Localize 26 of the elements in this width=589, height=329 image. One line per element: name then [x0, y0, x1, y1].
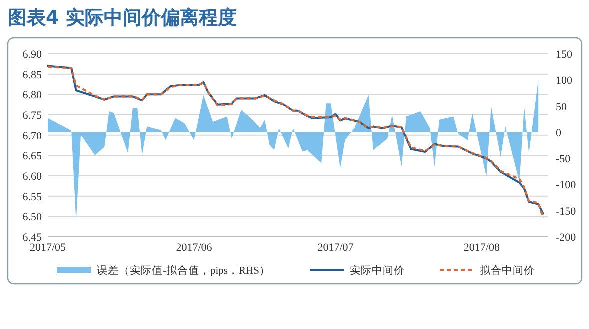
y-tick-label: 6.55	[22, 191, 42, 204]
y2-tick-label: 0	[556, 127, 562, 140]
y2-tick-label: 50	[556, 101, 568, 114]
y-tick-label: 6.65	[22, 150, 42, 163]
y-tick-label: 6.45	[22, 232, 42, 244]
y-tick-label: 6.85	[22, 69, 42, 82]
legend-label: 拟合中间价	[480, 264, 535, 277]
legend-label: 误差（实际值-拟合值，pips，RHS）	[97, 264, 270, 277]
y2-tick-label: 150	[556, 49, 573, 61]
y2-tick-label: -150	[556, 206, 577, 218]
y2-tick-label: -100	[556, 180, 577, 192]
x-tick-label: 2017/08	[464, 242, 500, 254]
x-tick-label: 2017/05	[30, 242, 67, 254]
y-tick-label: 6.60	[22, 171, 42, 183]
y-tick-label: 6.75	[22, 110, 42, 122]
y2-tick-label: -200	[556, 232, 577, 244]
x-tick-label: 2017/07	[318, 242, 354, 254]
y-tick-label: 6.50	[22, 212, 42, 224]
y2-tick-label: -50	[556, 154, 572, 166]
y-tick-label: 6.80	[22, 90, 42, 102]
y2-tick-label: 100	[556, 75, 573, 88]
chart-title: 图表4 实际中间价偏离程度	[8, 7, 237, 29]
legend-label: 实际中间价	[350, 264, 405, 277]
y-tick-label: 6.70	[22, 130, 42, 142]
x-tick-label: 2017/06	[176, 242, 213, 254]
y-tick-label: 6.90	[22, 49, 42, 61]
